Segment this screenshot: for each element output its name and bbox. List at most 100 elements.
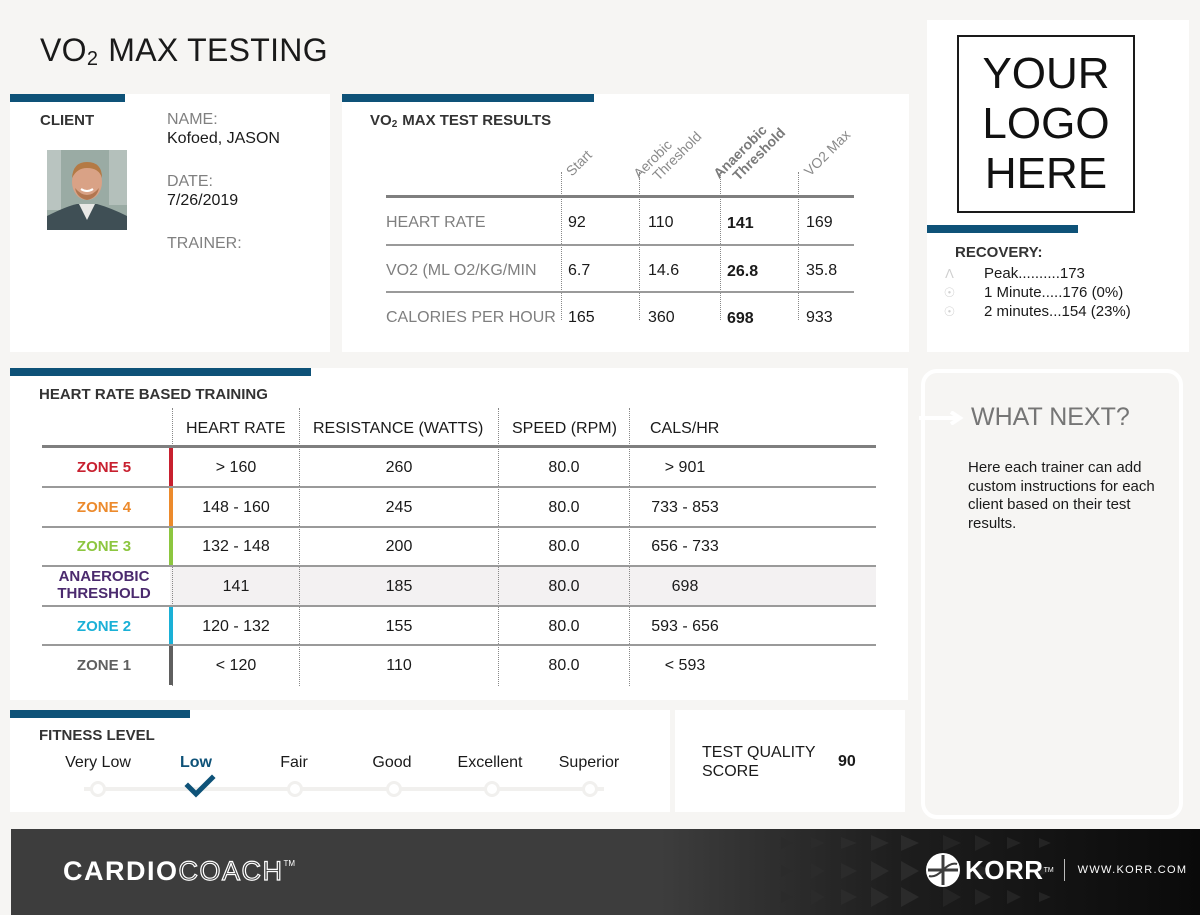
fitness-track (84, 787, 604, 791)
cell: 80.0 (548, 538, 580, 555)
name-label: NAME: (167, 111, 218, 128)
divider (498, 408, 499, 686)
fitness-level-fair[interactable]: Fair (280, 754, 308, 771)
fitness-level-very-low[interactable]: Very Low (65, 754, 131, 771)
fitness-dot (484, 781, 500, 797)
cell: 92 (568, 214, 586, 231)
cell: 593 - 656 (651, 618, 719, 635)
client-avatar (47, 150, 127, 230)
date-value: 7/26/2019 (167, 192, 239, 209)
cell: 6.7 (568, 262, 591, 279)
date-label: DATE: (167, 173, 213, 190)
logo-text: YOUR (982, 49, 1110, 98)
cell: 35.8 (806, 262, 838, 279)
korr-url-link[interactable]: WWW.KORR.COM (1077, 864, 1188, 876)
row-rule (42, 565, 876, 567)
cell: 110 (648, 214, 674, 231)
trainer-label: TRAINER: (167, 235, 242, 252)
separator (1063, 859, 1065, 881)
results-accent-bar (342, 94, 594, 102)
row-rule (42, 526, 876, 528)
cell: < 593 (664, 657, 706, 674)
what-next-card: WHAT NEXT? Here each trainer can add cus… (919, 369, 1183, 819)
cell: 148 - 160 (202, 499, 270, 516)
fitness-level-superior[interactable]: Superior (558, 754, 620, 771)
fitness-accent-bar (10, 710, 190, 718)
cell: 141 (222, 578, 250, 595)
fitness-level-excellent[interactable]: Excellent (457, 754, 523, 771)
cardiocoach-logo: CARDIOCOACHTM (63, 855, 296, 886)
fitness-card: FITNESS LEVEL Very Low Low Fair Good Exc… (10, 710, 670, 812)
row-label-calories: CALORIES PER HOUR (386, 309, 556, 326)
zone-label-1: ZONE 1 (76, 657, 132, 674)
divider (639, 172, 640, 320)
logo-card: YOUR LOGO HERE RECOVERY: Λ Peak.........… (927, 20, 1189, 352)
row-rule (42, 644, 876, 646)
cell: > 160 (215, 459, 257, 476)
cell: 155 (385, 618, 413, 635)
fitness-heading: FITNESS LEVEL (39, 727, 155, 744)
cell: 245 (385, 499, 413, 516)
zone-label-anaerobic: ANAEROBIC THRESHOLD (57, 568, 151, 602)
cell: > 901 (664, 459, 706, 476)
divider (629, 408, 630, 686)
fitness-level-good[interactable]: Good (372, 754, 412, 771)
quality-card: TEST QUALITY SCORE 90 (675, 710, 905, 812)
divider (561, 172, 562, 320)
fitness-level-low[interactable]: Low (180, 754, 212, 771)
checkmark-icon (184, 774, 216, 798)
timer-icon: ☉ (943, 285, 956, 300)
cell: 698 (727, 310, 754, 327)
korr-tm: TM (1043, 866, 1054, 874)
col-header-heart-rate: HEART RATE (186, 420, 286, 437)
client-accent-bar (10, 94, 125, 102)
cell: 14.6 (648, 262, 680, 279)
col-header-anaerobic: Anaerobic Threshold (710, 121, 789, 184)
divider (720, 172, 721, 320)
zone-label-5: ZONE 5 (76, 459, 132, 476)
col-header-vo2max: VO2 Max (800, 126, 854, 179)
zone5-color-bar (169, 448, 173, 486)
cell: 80.0 (548, 657, 580, 674)
col-header-speed: SPEED (RPM) (512, 420, 617, 437)
zone-label-4: ZONE 4 (76, 499, 132, 516)
divider (798, 172, 799, 320)
what-next-body[interactable]: Here each trainer can add custom instruc… (968, 459, 1155, 532)
peak-icon: Λ (945, 266, 954, 281)
col-header-aerobic: Aerobic Threshold (630, 128, 705, 184)
korr-brand: KORR TM WWW.KORR.COM (925, 852, 1187, 888)
header-rule (386, 195, 854, 198)
training-heading: HEART RATE BASED TRAINING (39, 386, 268, 403)
zone-label-2: ZONE 2 (76, 618, 132, 635)
row-rule (42, 486, 876, 488)
arrow-right-icon (919, 411, 964, 425)
divider (299, 408, 300, 686)
name-value: Kofoed, JASON (167, 130, 280, 147)
row-label-vo2: VO2 (ML O2/KG/MIN (386, 262, 537, 279)
cell: 260 (385, 459, 413, 476)
training-accent-bar (10, 368, 311, 376)
cell: 80.0 (548, 459, 580, 476)
cell: 26.8 (727, 263, 759, 280)
results-heading: VO2 MAX TEST RESULTS (370, 112, 552, 130)
training-card: HEART RATE BASED TRAINING HEART RATE RES… (10, 368, 908, 700)
zone3-color-bar (169, 528, 173, 565)
cell: 141 (727, 215, 754, 232)
col-header-resistance: RESISTANCE (WATTS) (313, 420, 484, 437)
row-rule (386, 291, 854, 293)
korr-logo-icon (926, 853, 960, 887)
fitness-dot (386, 781, 402, 797)
recovery-1min: 1 Minute.....176 (0%) (984, 284, 1124, 301)
client-heading: CLIENT (40, 112, 95, 129)
cell: < 120 (215, 657, 257, 674)
cell: 933 (806, 309, 833, 326)
zone-label-3: ZONE 3 (76, 538, 132, 555)
zone4-color-bar (169, 488, 173, 526)
logo-placeholder[interactable]: YOUR LOGO HERE (957, 35, 1135, 213)
col-header-start: Start (562, 146, 595, 179)
recovery-peak: Peak..........173 (984, 265, 1085, 282)
cell: 120 - 132 (202, 618, 270, 635)
cell: 165 (568, 309, 595, 326)
highlight-row-bg (170, 567, 876, 605)
cell: 200 (385, 538, 413, 555)
